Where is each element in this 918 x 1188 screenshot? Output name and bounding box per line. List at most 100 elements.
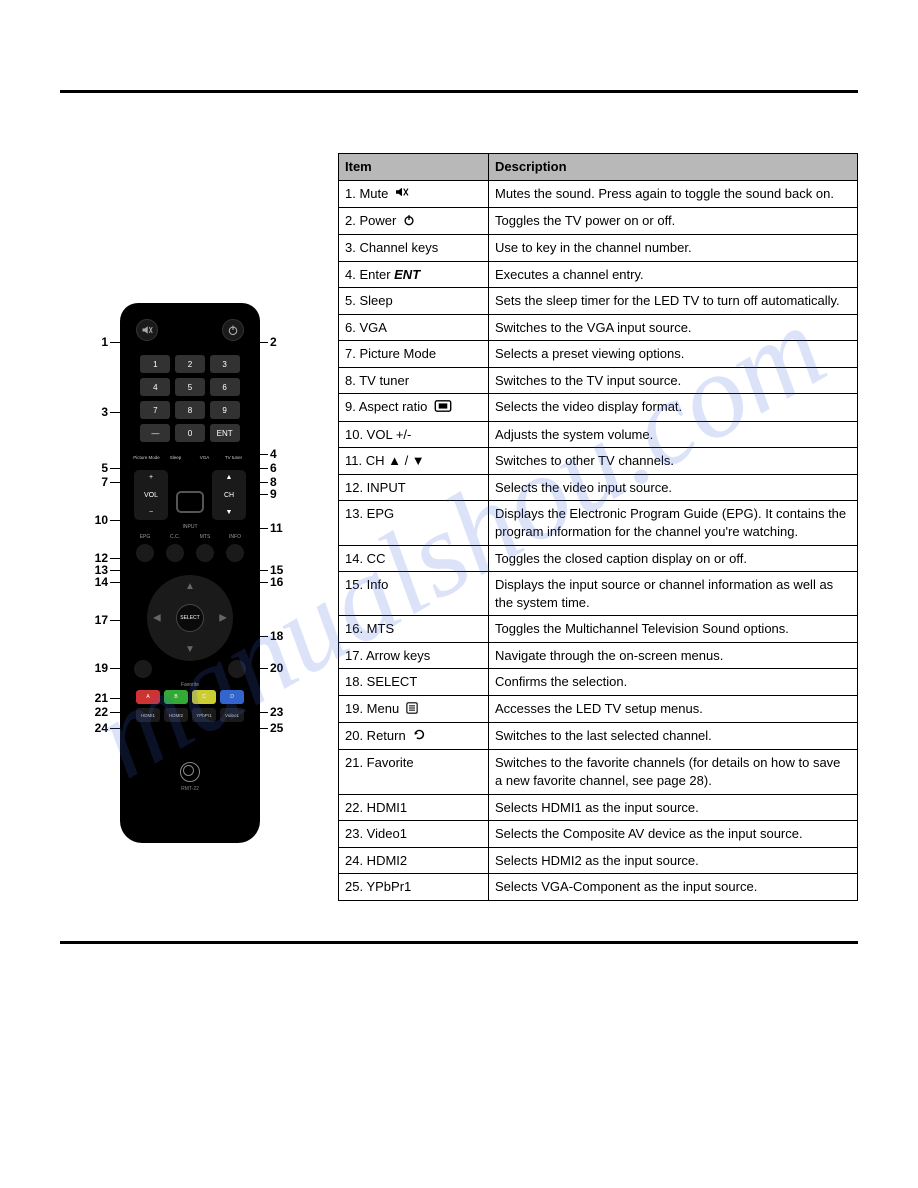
numkey: 7 (140, 401, 170, 419)
item-cell: 10. VOL +/- (339, 421, 489, 448)
description-cell: Selects the Composite AV device as the i… (489, 821, 858, 848)
callout-number: 18 (270, 629, 283, 643)
item-cell: 25. YPbPr1 (339, 874, 489, 901)
table-header-description: Description (489, 154, 858, 181)
ch-rocker: ▲ CH ▼ (212, 470, 246, 520)
callout-number: 2 (270, 335, 277, 349)
numkey: ENT (210, 424, 240, 442)
description-cell: Switches to other TV channels. (489, 448, 858, 475)
item-cell: 14. CC (339, 545, 489, 572)
table-row: 3. Channel keysUse to key in the channel… (339, 235, 858, 262)
numkey: 2 (175, 355, 205, 373)
table-row: 19. Menu Accesses the LED TV setup menus… (339, 695, 858, 722)
table-row: 25. YPbPr1Selects VGA-Component as the i… (339, 874, 858, 901)
item-cell: 12. INPUT (339, 474, 489, 501)
item-cell: 3. Channel keys (339, 235, 489, 262)
table-row: 9. Aspect ratio Selects the video displa… (339, 394, 858, 421)
power-icon (222, 319, 244, 341)
table-row: 7. Picture ModeSelects a preset viewing … (339, 341, 858, 368)
return-icon (412, 728, 425, 746)
item-cell: 24. HDMI2 (339, 847, 489, 874)
item-cell: 21. Favorite (339, 750, 489, 794)
power-icon (403, 213, 415, 231)
description-cell: Switches to the last selected channel. (489, 723, 858, 750)
numkey: 0 (175, 424, 205, 442)
description-cell: Navigate through the on-screen menus. (489, 642, 858, 669)
item-cell: 6. VGA (339, 314, 489, 341)
callout-number: 19 (60, 661, 108, 675)
table-row: 12. INPUTSelects the video input source. (339, 474, 858, 501)
callout-number: 3 (60, 405, 108, 419)
table-row: 20. Return Switches to the last selected… (339, 723, 858, 750)
table-row: 22. HDMI1Selects HDMI1 as the input sour… (339, 794, 858, 821)
callout-number: 24 (60, 721, 108, 735)
numkey: — (140, 424, 170, 442)
color-button: D (220, 690, 244, 704)
table-row: 17. Arrow keysNavigate through the on-sc… (339, 642, 858, 669)
callout-number: 23 (270, 705, 283, 719)
vol-rocker: + VOL − (134, 470, 168, 520)
callout-number: 9 (270, 487, 277, 501)
color-buttons: ABCD (120, 690, 260, 708)
source-button: HDMI1 (136, 708, 160, 722)
table-row: 21. FavoriteSwitches to the favorite cha… (339, 750, 858, 794)
table-row: 6. VGASwitches to the VGA input source. (339, 314, 858, 341)
item-cell: 8. TV tuner (339, 367, 489, 394)
description-cell: Selects HDMI2 as the input source. (489, 847, 858, 874)
table-row: 15. InfoDisplays the input source or cha… (339, 572, 858, 616)
table-header-item: Item (339, 154, 489, 181)
select-button: SELECT (176, 604, 204, 632)
callout-number: 7 (60, 475, 108, 489)
menu-icon (406, 701, 418, 719)
table-row: 5. SleepSets the sleep timer for the LED… (339, 288, 858, 315)
reference-table: Item Description 1. Mute Mutes the sound… (338, 153, 858, 901)
description-cell: Toggles the TV power on or off. (489, 207, 858, 234)
color-button: C (192, 690, 216, 704)
top-rule (60, 90, 858, 93)
mid-labels: EPGC.C.MTSINFO (120, 530, 260, 544)
callout-number: 20 (270, 661, 283, 675)
item-cell: 2. Power (339, 207, 489, 234)
description-cell: Use to key in the channel number. (489, 235, 858, 262)
item-cell: 22. HDMI1 (339, 794, 489, 821)
aspect-icon (176, 491, 204, 513)
bottom-rule (60, 941, 858, 944)
numkey: 8 (175, 401, 205, 419)
item-cell: 18. SELECT (339, 669, 489, 696)
callout-number: 21 (60, 691, 108, 705)
callout-number: 4 (270, 447, 277, 461)
callout-number: 1 (60, 335, 108, 349)
numpad: 123456789—0ENT (120, 349, 260, 453)
item-cell: 5. Sleep (339, 288, 489, 315)
mute-icon (136, 319, 158, 341)
callout-number: 22 (60, 705, 108, 719)
table-row: 4. Enter ENTExecutes a channel entry. (339, 261, 858, 288)
callout-number: 14 (60, 575, 108, 589)
numkey: 5 (175, 378, 205, 396)
item-cell: 15. Info (339, 572, 489, 616)
source-buttons: HDMI1HDMI2YPbPr1Video1 (120, 708, 260, 722)
item-cell: 17. Arrow keys (339, 642, 489, 669)
description-cell: Selects VGA-Component as the input sourc… (489, 874, 858, 901)
item-cell: 13. EPG (339, 501, 489, 545)
item-cell: 9. Aspect ratio (339, 394, 489, 421)
source-button: Video1 (220, 708, 244, 722)
table-row: 23. Video1Selects the Composite AV devic… (339, 821, 858, 848)
item-cell: 11. CH ▲ / ▼ (339, 448, 489, 475)
remote-diagram-column: 123456789—0ENT Picture ModeSleepVGATV tu… (60, 153, 320, 853)
callout-number: 17 (60, 613, 108, 627)
table-row: 18. SELECTConfirms the selection. (339, 669, 858, 696)
callout-number: 11 (270, 521, 283, 535)
description-cell: Switches to the TV input source. (489, 367, 858, 394)
description-cell: Selects the video input source. (489, 474, 858, 501)
description-cell: Selects the video display format. (489, 394, 858, 421)
description-cell: Switches to the favorite channels (for d… (489, 750, 858, 794)
item-cell: 20. Return (339, 723, 489, 750)
description-cell: Accesses the LED TV setup menus. (489, 695, 858, 722)
callout-number: 5 (60, 461, 108, 475)
description-cell: Displays the Electronic Program Guide (E… (489, 501, 858, 545)
logo: RMT-22 (120, 762, 260, 792)
table-row: 8. TV tunerSwitches to the TV input sour… (339, 367, 858, 394)
numkey: 3 (210, 355, 240, 373)
description-cell: Mutes the sound. Press again to toggle t… (489, 180, 858, 207)
